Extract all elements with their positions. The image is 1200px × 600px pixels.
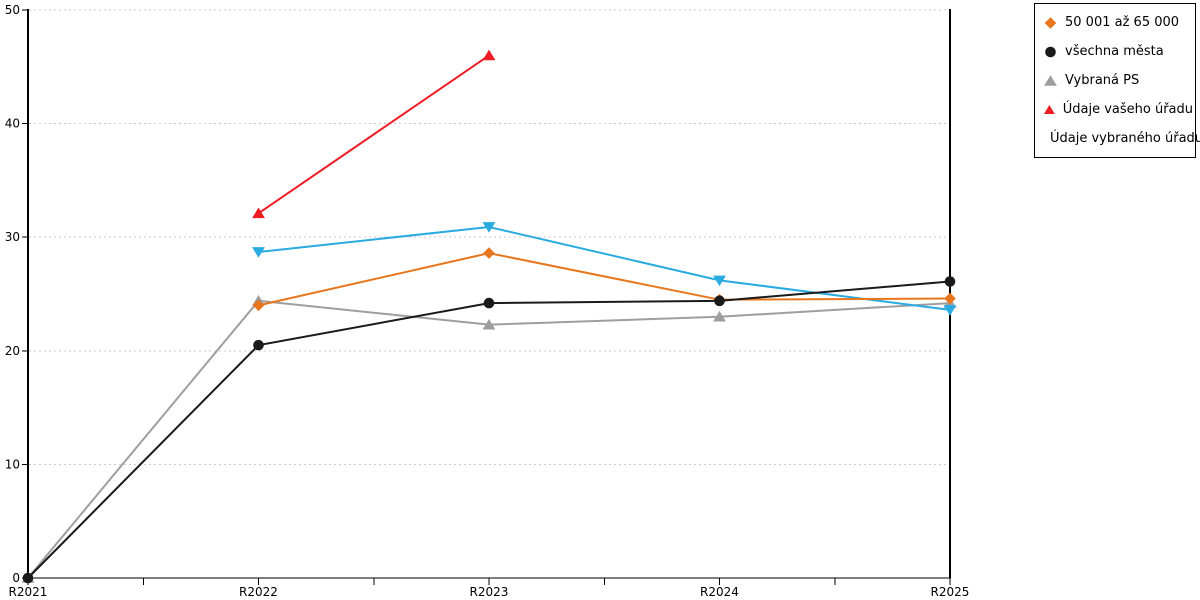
legend-item-1: všechna města — [1043, 37, 1193, 66]
triangle-up-icon-shape — [1044, 75, 1057, 86]
axes — [22, 9, 951, 585]
triangle-up-icon — [1044, 75, 1057, 86]
diamond-marker — [483, 247, 495, 259]
x-tick-label: R2023 — [470, 585, 509, 599]
triangle-up-icon-shape — [1043, 105, 1055, 114]
legend-item-0: 50 001 až 65 000 — [1043, 8, 1193, 37]
triangle-down-marker — [943, 305, 957, 316]
y-tick-label: 10 — [5, 457, 20, 471]
circle-marker — [253, 339, 264, 351]
y-tick-label: 0 — [12, 571, 20, 585]
triangle-down-marker — [252, 247, 265, 258]
legend-item-2: Vybraná PS — [1043, 66, 1193, 95]
triangle-up-marker — [252, 207, 265, 219]
legend-label: Údaje vašeho úřadu — [1062, 102, 1193, 117]
triangle-up-marker — [713, 310, 726, 322]
series-2 — [21, 295, 957, 583]
legend-label: Vybraná PS — [1065, 73, 1140, 88]
series-line — [258, 252, 951, 307]
legend-item-3: Údaje vašeho úřadu — [1043, 95, 1193, 124]
diamond-icon — [1044, 17, 1057, 29]
y-tick-label: 20 — [5, 344, 20, 358]
gridlines — [29, 9, 949, 465]
y-tick-label: 30 — [5, 230, 20, 244]
triangle-up-icon — [1043, 105, 1055, 114]
x-tick-label: R2021 — [9, 585, 48, 599]
series-4 — [252, 222, 957, 316]
triangle-up-marker — [482, 49, 496, 61]
circle-marker — [483, 297, 495, 309]
series-1 — [22, 276, 956, 584]
x-tick-label: R2025 — [931, 585, 970, 599]
circle-icon-shape — [1045, 46, 1056, 58]
circle-marker — [22, 572, 34, 584]
triangle-down-marker — [713, 275, 726, 287]
circle-marker — [944, 276, 956, 287]
legend-item-4: Údaje vybraného úřadu — [1043, 124, 1200, 153]
circle-marker — [714, 295, 725, 307]
circle-icon — [1045, 46, 1056, 58]
legend-label: 50 001 až 65 000 — [1065, 15, 1180, 30]
x-tick-label: R2022 — [239, 585, 278, 599]
y-tick-label: 40 — [5, 117, 20, 131]
triangle-down-marker — [482, 222, 496, 233]
legend-label: Údaje vybraného úřadu — [1050, 131, 1200, 146]
x-tick-label: R2024 — [700, 585, 739, 599]
legend-label: všechna města — [1065, 44, 1164, 59]
triangle-up-marker — [482, 318, 496, 330]
series-line — [257, 54, 490, 215]
diamond-icon-shape — [1044, 17, 1057, 29]
legend: 50 001 až 65 000 všechna města Vybraná PS Ú… — [1034, 3, 1200, 158]
series-line — [258, 225, 951, 311]
y-tick-label: 50 — [5, 3, 20, 17]
series-3 — [252, 49, 496, 219]
